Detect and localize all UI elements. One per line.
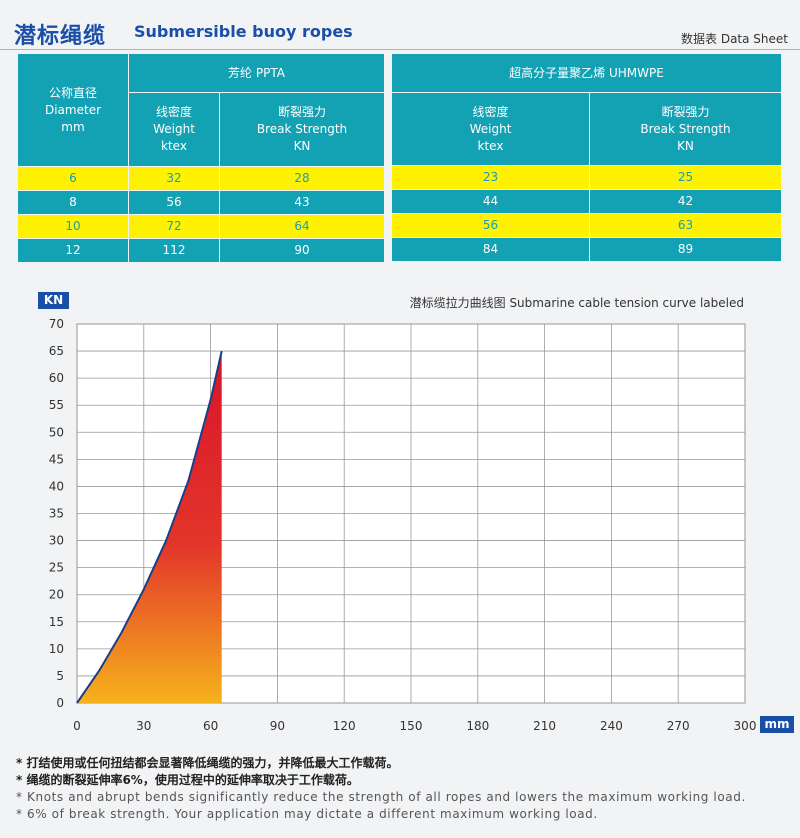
table-row: 10 72 64: [17, 214, 385, 239]
x-tick-label: 150: [400, 719, 423, 733]
tension-curve: [76, 350, 223, 704]
ppta-strength-header-cn: 断裂强力: [277, 105, 326, 120]
uhmwpe-weight-header-unit: ktex: [477, 138, 504, 153]
ppta-strength-cell: 28: [219, 166, 385, 191]
title-en: Submersible buoy ropes: [134, 22, 353, 41]
x-tick-label: 240: [600, 719, 623, 733]
diameter-header-cn: 公称直径: [48, 85, 97, 100]
ppta-group-header: 芳纶 PPTA: [128, 52, 385, 94]
y-tick-label: 5: [56, 669, 64, 683]
y-tick-label: 10: [49, 642, 64, 656]
uhmwpe-strength-header-cn: 断裂强力: [661, 104, 710, 119]
ppta-strength-header: 断裂强力 Break Strength KN: [219, 92, 385, 167]
ppta-weight-cell: 56: [128, 190, 220, 215]
title-cn: 潜标绳缆: [14, 24, 107, 49]
diameter-cell: 10: [17, 214, 129, 239]
uhmwpe-strength-cell: 89: [589, 237, 782, 262]
y-tick-label: 30: [49, 534, 64, 548]
page-header: 潜标绳缆 Submersible buoy ropes 数据表 Data She…: [14, 18, 794, 52]
ppta-table: 公称直径 Diameter mm 芳纶 PPTA 线密度 Weight ktex…: [17, 52, 385, 263]
ppta-strength-header-unit: KN: [293, 139, 311, 154]
table-row: 12 112 90: [17, 238, 385, 263]
uhmwpe-weight-header-en: Weight: [469, 121, 512, 136]
y-tick-label: 45: [49, 452, 64, 466]
table-row: 56 63: [391, 213, 782, 238]
ppta-strength-cell: 90: [219, 238, 385, 263]
y-tick-label: 0: [56, 696, 64, 710]
x-tick-label: 30: [136, 719, 151, 733]
footnotes: * 打结使用或任何扭结都会显著降低绳缆的强力，并降低最大工作载荷。 * 绳缆的断…: [16, 755, 746, 823]
y-axis-unit-badge: KN: [38, 292, 69, 309]
x-tick-label: 120: [333, 719, 356, 733]
uhmwpe-strength-cell: 42: [589, 189, 782, 214]
uhmwpe-weight-header-cn: 线密度: [472, 104, 509, 119]
header-divider: [0, 49, 800, 50]
chart-title: 潜标缆拉力曲线图 Submarine cable tension curve l…: [409, 296, 744, 310]
diameter-header-unit: mm: [61, 119, 85, 134]
y-tick-label: 40: [49, 479, 64, 493]
x-tick-label: 0: [73, 719, 81, 733]
x-axis-unit-badge: mm: [760, 716, 794, 733]
table-row: 8 56 43: [17, 190, 385, 215]
x-tick-label: 270: [667, 719, 690, 733]
y-tick-label: 50: [49, 425, 64, 439]
note-cn-1: * 打结使用或任何扭结都会显著降低绳缆的强力，并降低最大工作载荷。: [16, 756, 399, 770]
diameter-header-en: Diameter: [44, 102, 102, 117]
ppta-strength-cell: 43: [219, 190, 385, 215]
x-tick-label: 60: [203, 719, 218, 733]
y-tick-label: 70: [49, 317, 64, 331]
diameter-cell: 6: [17, 166, 129, 191]
table-row: 84 89: [391, 237, 782, 262]
x-tick-label: 210: [533, 719, 556, 733]
uhmwpe-weight-cell: 84: [391, 237, 590, 262]
diameter-cell: 8: [17, 190, 129, 215]
uhmwpe-strength-header: 断裂强力 Break Strength KN: [589, 92, 782, 166]
table-row: 6 32 28: [17, 166, 385, 191]
y-tick-label: 15: [49, 615, 64, 629]
y-tick-label: 25: [49, 561, 64, 575]
y-tick-label: 60: [49, 371, 64, 385]
diameter-header: 公称直径 Diameter mm: [17, 53, 129, 167]
y-tick-label: 20: [49, 588, 64, 602]
ppta-weight-header-en: Weight: [153, 122, 195, 137]
uhmwpe-group-header: 超高分子量聚乙烯 UHMWPE: [391, 53, 782, 93]
uhmwpe-strength-header-en: Break Strength: [640, 121, 731, 136]
note-en-2: * 6% of break strength. Your application…: [16, 807, 598, 821]
note-cn-2: * 绳缆的断裂延伸率6%，使用过程中的延伸率取决于工作载荷。: [16, 773, 359, 787]
table-row: 23 25: [391, 165, 782, 190]
ppta-weight-header: 线密度 Weight ktex: [128, 92, 220, 167]
y-tick-label: 55: [49, 398, 64, 412]
diameter-cell: 12: [17, 238, 129, 263]
uhmwpe-weight-cell: 56: [391, 213, 590, 238]
uhmwpe-strength-header-unit: KN: [677, 138, 694, 153]
data-sheet-label: 数据表 Data Sheet: [681, 32, 788, 46]
x-tick-label: 300: [734, 719, 757, 733]
ppta-strength-header-en: Break Strength: [256, 122, 348, 137]
note-en-1: * Knots and abrupt bends significantly r…: [16, 790, 746, 804]
uhmwpe-table: 超高分子量聚乙烯 UHMWPE 线密度 Weight ktex 断裂强力 Bre…: [391, 53, 782, 262]
ppta-weight-header-cn: 线密度: [155, 105, 192, 120]
y-tick-label: 35: [49, 507, 64, 521]
ppta-weight-header-unit: ktex: [161, 139, 187, 154]
x-tick-label: 180: [466, 719, 489, 733]
ppta-strength-cell: 64: [219, 214, 385, 239]
y-tick-label: 65: [49, 344, 64, 358]
ppta-weight-cell: 72: [128, 214, 220, 239]
tension-area: [77, 351, 222, 703]
x-tick-label: 90: [270, 719, 285, 733]
